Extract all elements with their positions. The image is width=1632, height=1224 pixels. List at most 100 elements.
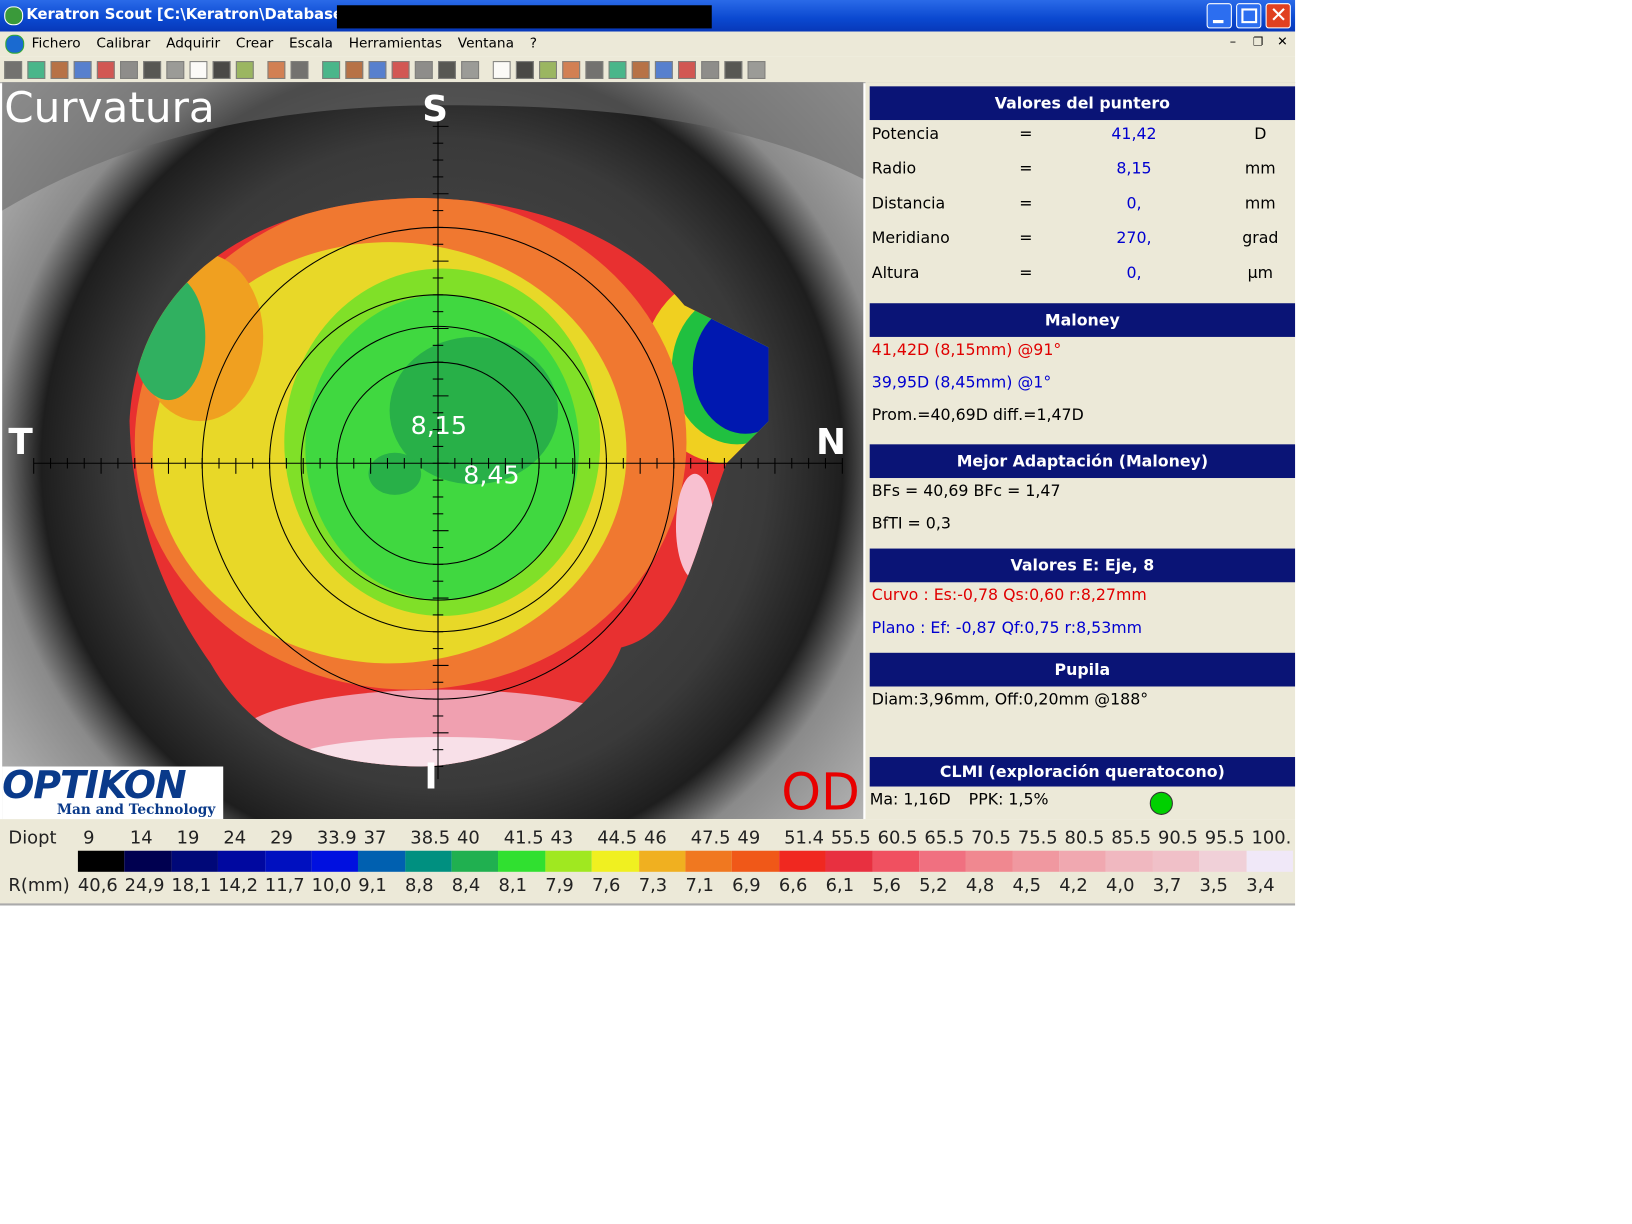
app-icon bbox=[4, 6, 24, 26]
close-button[interactable]: ✕ bbox=[1265, 2, 1291, 29]
menu-item[interactable]: Adquirir bbox=[166, 35, 221, 52]
radius-label: 3,5 bbox=[1199, 874, 1228, 897]
toolbar-button[interactable] bbox=[539, 61, 557, 79]
maximize-button[interactable] bbox=[1236, 3, 1262, 29]
toolbar-button[interactable] bbox=[96, 61, 115, 79]
color-cell bbox=[1199, 850, 1247, 872]
mdi-restore[interactable]: ❐ bbox=[1252, 34, 1264, 49]
toolbar-button[interactable] bbox=[368, 61, 387, 79]
menu-item[interactable]: Crear bbox=[235, 35, 274, 52]
toolbar-button[interactable] bbox=[235, 61, 254, 79]
toolbar-button[interactable] bbox=[267, 61, 286, 79]
field: = bbox=[1019, 193, 1033, 213]
toolbar-button[interactable] bbox=[515, 61, 534, 79]
toolbar-button[interactable] bbox=[724, 61, 743, 79]
toolbar-button[interactable] bbox=[492, 61, 511, 79]
field: Altura bbox=[871, 263, 920, 283]
radius-label: 5,6 bbox=[872, 874, 901, 897]
diopt-label: 51.4 bbox=[784, 827, 825, 849]
menu-item[interactable]: Fichero bbox=[31, 35, 81, 52]
diopt-label: 65.5 bbox=[924, 827, 965, 849]
info-line: Diam:3,96mm, Off:0,20mm @188° bbox=[871, 689, 1149, 709]
color-cell bbox=[498, 850, 546, 872]
toolbar-button[interactable] bbox=[120, 61, 138, 79]
diopt-label: 85.5 bbox=[1111, 827, 1152, 849]
radius-label: 6,6 bbox=[778, 874, 808, 897]
toolbar-button[interactable] bbox=[4, 61, 23, 79]
mdi-close[interactable]: ✕ bbox=[1277, 33, 1288, 49]
field: Meridiano bbox=[871, 228, 950, 248]
menu-item[interactable]: Ventana bbox=[457, 35, 514, 52]
toolbar-button[interactable] bbox=[345, 61, 364, 79]
toolbar-button[interactable] bbox=[391, 61, 410, 79]
redaction bbox=[336, 5, 712, 29]
readout: 8,45 bbox=[463, 460, 520, 490]
toolbar-button[interactable] bbox=[608, 61, 627, 79]
toolbar-button[interactable] bbox=[631, 61, 650, 79]
color-cell bbox=[77, 850, 125, 872]
radius-label: 8,1 bbox=[498, 874, 527, 897]
radius-label: 40,6 bbox=[77, 874, 118, 897]
toolbar-button[interactable] bbox=[143, 61, 162, 79]
radius-label: 7,1 bbox=[685, 874, 714, 897]
toolbar-button[interactable] bbox=[27, 61, 46, 79]
toolbar-button[interactable] bbox=[322, 61, 341, 79]
panel-header: Pupila bbox=[869, 652, 1296, 687]
color-cell bbox=[591, 850, 639, 872]
eyelid bbox=[2, 82, 864, 211]
minimize-button[interactable] bbox=[1206, 3, 1232, 29]
info-item: Ma: 1,16D bbox=[869, 789, 951, 809]
radius-label: 4,5 bbox=[1012, 874, 1042, 897]
radius-label: 6,1 bbox=[825, 874, 855, 897]
field: Distancia bbox=[871, 193, 946, 213]
color-cell bbox=[825, 850, 873, 872]
field: D bbox=[1254, 124, 1267, 144]
menu-item[interactable]: Herramientas bbox=[348, 35, 442, 52]
eye-label: OD bbox=[781, 763, 860, 823]
toolbar-button[interactable] bbox=[166, 61, 185, 79]
field: 0, bbox=[1126, 193, 1142, 213]
toolbar-button[interactable] bbox=[212, 61, 231, 79]
toolbar-button[interactable] bbox=[438, 61, 456, 79]
color-cell bbox=[545, 850, 592, 872]
diopt-label: 90.5 bbox=[1158, 827, 1198, 849]
toolbar-button[interactable] bbox=[701, 61, 720, 79]
radius-label: 7,3 bbox=[638, 874, 668, 897]
color-cell bbox=[171, 850, 219, 872]
color-cell bbox=[778, 850, 826, 872]
toolbar-button[interactable] bbox=[747, 61, 766, 79]
menu-item[interactable]: Calibrar bbox=[96, 35, 151, 52]
panel-header: Valores del puntero bbox=[869, 86, 1296, 121]
toolbar-button[interactable] bbox=[585, 61, 604, 79]
color-cell bbox=[1012, 850, 1060, 872]
toolbar-button[interactable] bbox=[73, 61, 92, 79]
mdi-minimize[interactable]: – bbox=[1229, 33, 1237, 49]
toolbar-button[interactable] bbox=[189, 61, 208, 79]
menu-item[interactable]: ? bbox=[529, 35, 538, 52]
toolbar-button[interactable] bbox=[461, 61, 480, 79]
info-line: Curvo : Es:-0,78 Qs:0,60 r:8,27mm bbox=[871, 585, 1147, 605]
toolbar-button[interactable] bbox=[50, 61, 69, 79]
orientation-label: I bbox=[424, 755, 438, 799]
toolbar-button[interactable] bbox=[290, 61, 309, 79]
radius-label: 7,9 bbox=[545, 874, 574, 897]
panel-header: Mejor Adaptación (Maloney) bbox=[869, 444, 1296, 479]
diopt-label: 46 bbox=[643, 827, 667, 849]
field: 270, bbox=[1116, 228, 1152, 248]
color-cell bbox=[732, 850, 779, 872]
color-cell bbox=[124, 850, 172, 872]
scale-label: Diopt bbox=[8, 827, 57, 849]
diopt-label: 14 bbox=[129, 827, 153, 849]
toolbar-button[interactable] bbox=[678, 61, 696, 79]
diopt-label: 55.5 bbox=[830, 827, 871, 849]
toolbar-button[interactable] bbox=[562, 61, 581, 79]
color-cell bbox=[451, 850, 499, 872]
menu-item[interactable]: Escala bbox=[289, 35, 333, 52]
color-cell bbox=[1106, 850, 1153, 872]
field: = bbox=[1019, 124, 1033, 144]
toolbar-button[interactable] bbox=[414, 61, 433, 79]
color-cell bbox=[638, 850, 686, 872]
toolbar-button[interactable] bbox=[654, 61, 673, 79]
color-cell bbox=[1246, 850, 1293, 872]
